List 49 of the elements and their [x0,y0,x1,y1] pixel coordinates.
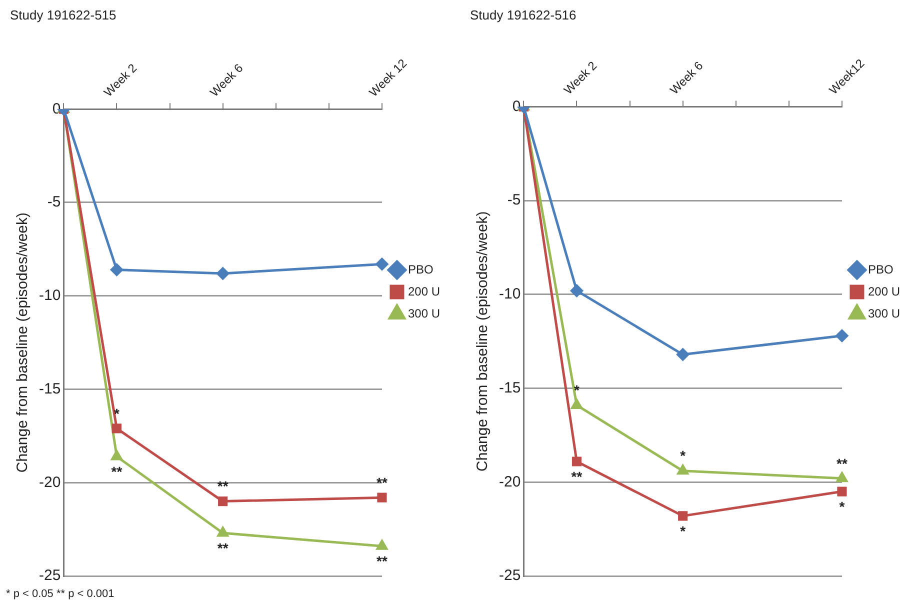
annotation: ** [217,478,229,494]
y-axis-title: Change from baseline (episodes/week) [474,211,492,472]
point [376,258,388,270]
text: * p < 0.05 ** p < 0.001 [5,588,116,602]
y-tick-label: -10 [498,286,521,303]
point [677,464,688,475]
point [112,424,122,434]
point [837,486,847,496]
y-tick-label: -20 [498,473,521,490]
point [678,511,688,521]
point [216,267,230,280]
point [572,456,582,466]
point [218,496,228,506]
y-tick-label: -5 [47,194,61,211]
chart-title: Study 191622-515 [10,7,116,22]
legend-label: PBO [868,262,894,276]
point [836,330,848,342]
y-tick-label: -25 [498,567,521,584]
y-tick-label: -15 [498,379,521,396]
annotation: ** [217,540,229,556]
annotation: * [680,448,686,464]
point [570,284,583,297]
point [571,398,582,409]
annotation: * [680,522,686,539]
point [376,540,388,550]
y-tick-label: -25 [38,567,61,584]
point [111,450,122,460]
point [110,263,123,276]
legend-label: 200 U [868,284,900,298]
legend-label: 300 U [868,306,900,320]
annotation: ** [376,474,388,490]
point [217,526,228,537]
point [676,348,690,361]
annotation: * [839,498,846,514]
legend-label: 300 U [408,306,440,320]
y-axis-title: Change from baseline (episodes/week) [14,212,32,473]
annotation: ** [376,552,388,569]
y-tick-label: -10 [38,287,61,304]
annotation: ** [571,468,583,484]
legend-label: 200 U [408,284,440,298]
y-tick-label: -15 [38,380,61,398]
legend-label: PBO [408,262,434,276]
point [377,492,387,502]
annotation: ** [836,455,848,472]
point [836,472,848,482]
y-tick-label: -5 [507,192,521,209]
chart-title: Study 191622-516 [470,7,576,22]
y-tick-label: -20 [38,474,61,491]
annotation: ** [111,463,123,480]
